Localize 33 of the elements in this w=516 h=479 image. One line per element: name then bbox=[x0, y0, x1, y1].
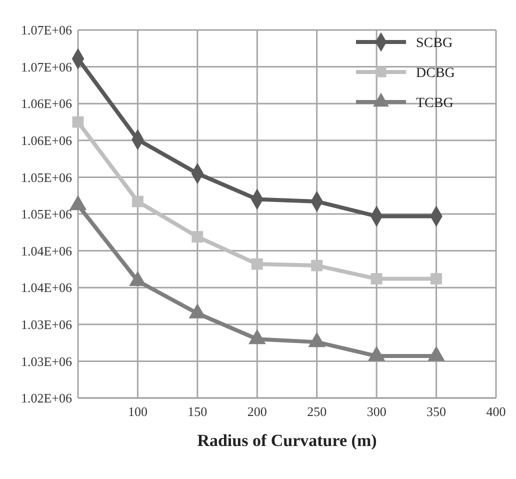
x-tick-label: 300 bbox=[366, 404, 386, 419]
point bbox=[368, 346, 386, 362]
x-axis-title: Radius of Curvature (m) bbox=[197, 431, 377, 450]
x-tick-label: 150 bbox=[188, 404, 208, 419]
point bbox=[430, 273, 442, 284]
point bbox=[428, 346, 445, 362]
point bbox=[308, 332, 326, 348]
y-tick-label: 1.04E+06 bbox=[20, 280, 72, 296]
legend-label: TCBG bbox=[416, 96, 454, 111]
y-tick-label: 1.05E+06 bbox=[20, 206, 72, 222]
point bbox=[370, 273, 382, 284]
x-tick-label: 350 bbox=[426, 404, 446, 419]
y-tick-label: 1.03E+06 bbox=[20, 316, 72, 332]
point bbox=[248, 329, 266, 344]
y-tick-label: 1.06E+06 bbox=[20, 96, 72, 112]
x-tick-label: 200 bbox=[247, 404, 267, 419]
legend-label: DCBG bbox=[416, 66, 455, 81]
x-tick-label: 250 bbox=[307, 404, 327, 419]
x-tick-label: 400 bbox=[486, 404, 506, 419]
y-tick-label: 1.07E+06 bbox=[20, 59, 72, 74]
point bbox=[132, 196, 144, 208]
legend-label: SCBG bbox=[416, 36, 453, 51]
point bbox=[251, 258, 263, 270]
y-tick-label: 1.03E+06 bbox=[20, 354, 72, 369]
y-tick-label: 1.05E+06 bbox=[20, 170, 72, 185]
point bbox=[311, 260, 323, 272]
y-tick-label: 1.04E+06 bbox=[20, 243, 72, 258]
point bbox=[72, 116, 84, 128]
y-tick-label: 1.07E+06 bbox=[20, 22, 72, 38]
y-tick-label: 1.06E+06 bbox=[20, 132, 72, 148]
point bbox=[192, 231, 204, 243]
y-tick-label: 1.02E+06 bbox=[20, 390, 72, 406]
x-tick-label: 100 bbox=[128, 404, 148, 419]
